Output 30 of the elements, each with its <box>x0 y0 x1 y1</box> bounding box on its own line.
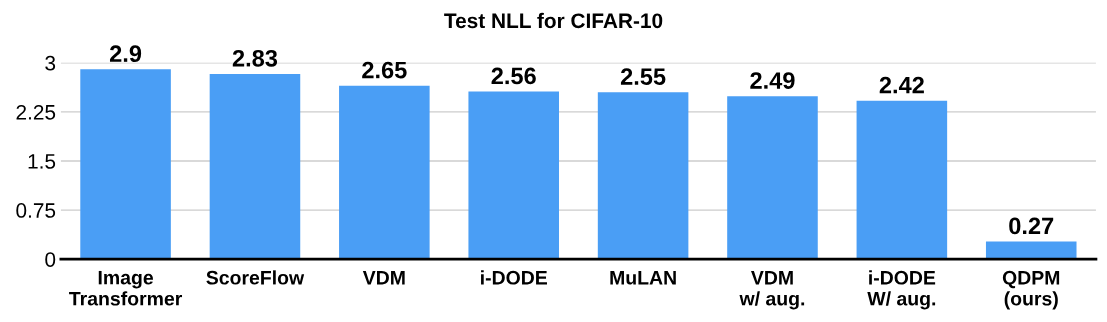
bar <box>468 91 559 260</box>
data-label: 2.9 <box>109 45 142 63</box>
x-tick-label: VDM <box>362 271 405 285</box>
bar <box>339 85 430 260</box>
x-tick-label: ScoreFlow <box>206 270 305 285</box>
bar <box>856 100 948 260</box>
data-label: 2.49 <box>750 72 795 89</box>
bar <box>80 69 171 260</box>
data-label: 0.27 <box>1009 217 1054 235</box>
y-tick-label: 3 <box>45 55 56 71</box>
x-tick-label: MuLAN <box>610 271 676 285</box>
x-tick-label: Image Transformer <box>69 270 183 306</box>
data-label: 2.42 <box>879 76 924 94</box>
x-tick-label: i-DODE <box>481 270 547 285</box>
y-tick-label: 1.5 <box>28 154 56 169</box>
bar <box>727 96 818 260</box>
bar <box>209 73 301 260</box>
bar <box>597 92 689 260</box>
data-label: 2.83 <box>232 49 278 67</box>
chart-title: Test NLL for CIFAR-10 <box>444 12 663 29</box>
x-tick-label: QDPM (ours) <box>1002 270 1060 310</box>
y-tick-label: 2.25 <box>16 104 56 120</box>
bar <box>985 241 1077 260</box>
data-label: 2.56 <box>491 67 536 85</box>
data-label: 2.65 <box>362 61 407 79</box>
x-tick-label: VDM w/ aug. <box>739 271 805 310</box>
y-tick-label: 0 <box>45 252 56 267</box>
y-tick-label: 0.75 <box>16 203 56 218</box>
data-label: 2.55 <box>620 68 666 85</box>
x-tick-label: i-DODE W/ aug. <box>867 270 936 310</box>
